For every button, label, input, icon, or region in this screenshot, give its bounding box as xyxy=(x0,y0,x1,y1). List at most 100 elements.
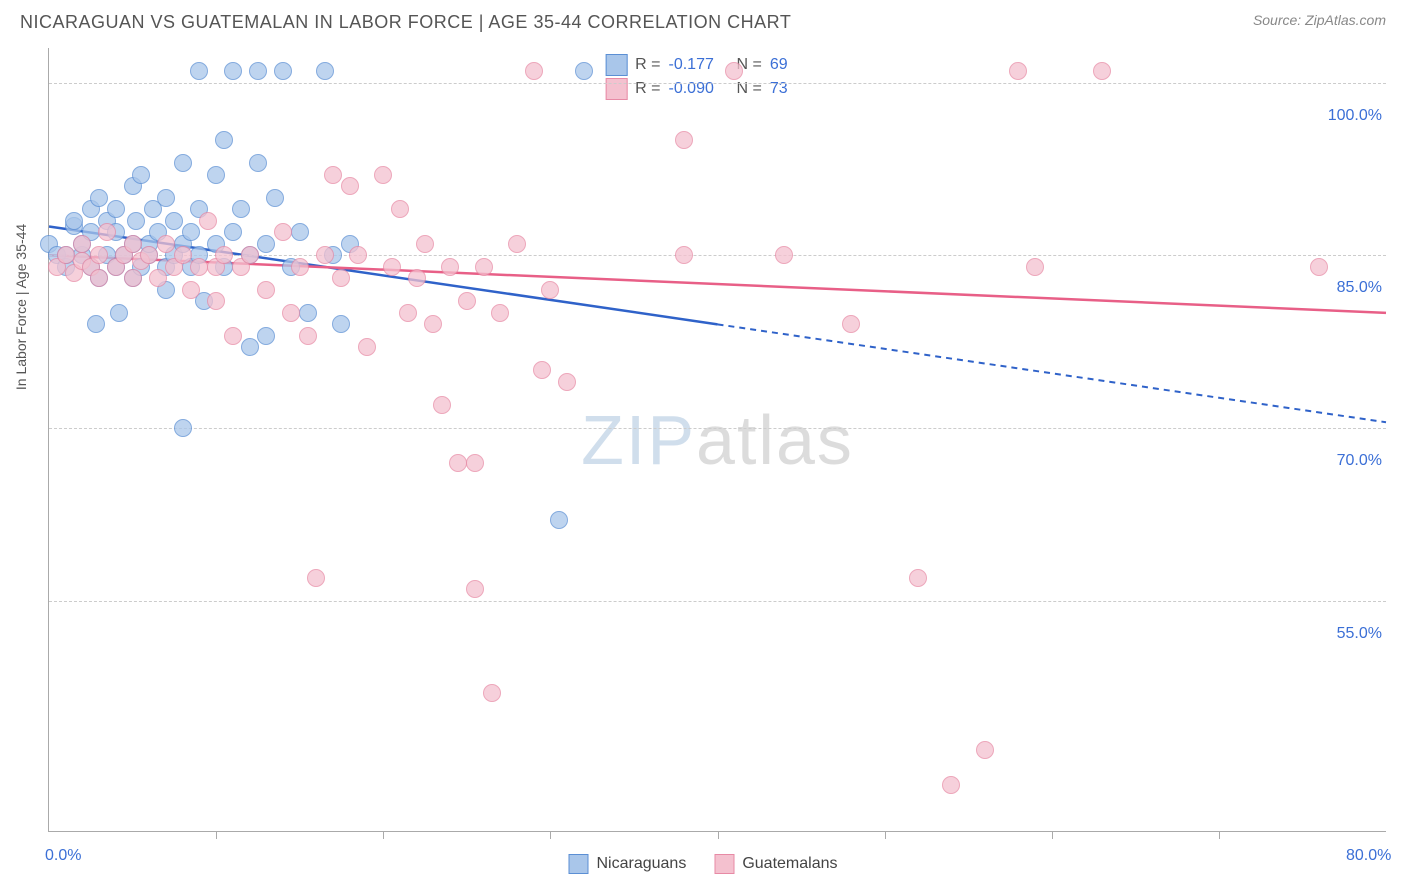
data-point xyxy=(257,281,275,299)
x-tick xyxy=(383,831,384,839)
data-point xyxy=(775,246,793,264)
data-point xyxy=(475,258,493,276)
data-point xyxy=(466,580,484,598)
data-point xyxy=(1026,258,1044,276)
data-point xyxy=(558,373,576,391)
data-point xyxy=(241,338,259,356)
data-point xyxy=(207,166,225,184)
data-point xyxy=(291,223,309,241)
series-legend: Nicaraguans Guatemalans xyxy=(569,854,838,874)
data-point xyxy=(232,200,250,218)
data-point xyxy=(257,327,275,345)
data-point xyxy=(90,189,108,207)
trend-line-extrapolated xyxy=(718,324,1387,422)
data-point xyxy=(332,315,350,333)
data-point xyxy=(491,304,509,322)
legend-swatch xyxy=(605,54,627,76)
data-point xyxy=(441,258,459,276)
data-point xyxy=(307,569,325,587)
x-tick-label: 80.0% xyxy=(1346,847,1391,865)
data-point xyxy=(416,235,434,253)
series-name: Guatemalans xyxy=(742,855,837,873)
data-point xyxy=(274,223,292,241)
data-point xyxy=(909,569,927,587)
data-point xyxy=(266,189,284,207)
legend-n-value: 69 xyxy=(770,56,830,74)
data-point xyxy=(174,246,192,264)
data-point xyxy=(249,62,267,80)
y-axis-title: In Labor Force | Age 35-44 xyxy=(13,223,29,389)
x-tick-label: 0.0% xyxy=(45,847,81,865)
data-point xyxy=(190,258,208,276)
data-point xyxy=(215,246,233,264)
series-legend-item: Nicaraguans xyxy=(569,854,687,874)
data-point xyxy=(458,292,476,310)
data-point xyxy=(358,338,376,356)
legend-row: R =-0.090N =73 xyxy=(605,78,830,100)
data-point xyxy=(942,776,960,794)
x-tick xyxy=(1219,831,1220,839)
data-point xyxy=(449,454,467,472)
data-point xyxy=(199,212,217,230)
data-point xyxy=(399,304,417,322)
data-point xyxy=(291,258,309,276)
data-point xyxy=(241,246,259,264)
data-point xyxy=(508,235,526,253)
data-point xyxy=(224,327,242,345)
data-point xyxy=(466,454,484,472)
data-point xyxy=(182,223,200,241)
data-point xyxy=(157,189,175,207)
data-point xyxy=(224,62,242,80)
y-tick-label: 85.0% xyxy=(1337,279,1382,297)
data-point xyxy=(73,235,91,253)
y-tick-label: 70.0% xyxy=(1337,452,1382,470)
scatter-chart: In Labor Force | Age 35-44 ZIPatlas R =-… xyxy=(48,48,1386,832)
data-point xyxy=(98,223,116,241)
data-point xyxy=(282,304,300,322)
chart-title: NICARAGUAN VS GUATEMALAN IN LABOR FORCE … xyxy=(20,12,791,33)
data-point xyxy=(132,166,150,184)
data-point xyxy=(140,246,158,264)
correlation-legend: R =-0.177N =69R =-0.090N =73 xyxy=(595,48,840,106)
data-point xyxy=(207,292,225,310)
data-point xyxy=(182,281,200,299)
data-point xyxy=(424,315,442,333)
legend-r-value: -0.177 xyxy=(669,56,729,74)
data-point xyxy=(541,281,559,299)
y-tick-label: 55.0% xyxy=(1337,625,1382,643)
legend-swatch xyxy=(714,854,734,874)
data-point xyxy=(124,235,142,253)
data-point xyxy=(90,269,108,287)
data-point xyxy=(1310,258,1328,276)
data-point xyxy=(57,246,75,264)
gridline xyxy=(49,601,1386,602)
data-point xyxy=(174,154,192,172)
series-legend-item: Guatemalans xyxy=(714,854,837,874)
data-point xyxy=(65,212,83,230)
data-point xyxy=(107,200,125,218)
data-point xyxy=(675,131,693,149)
gridline xyxy=(49,428,1386,429)
legend-swatch xyxy=(605,78,627,100)
data-point xyxy=(391,200,409,218)
data-point xyxy=(110,304,128,322)
data-point xyxy=(224,223,242,241)
data-point xyxy=(324,166,342,184)
data-point xyxy=(165,212,183,230)
data-point xyxy=(174,419,192,437)
data-point xyxy=(332,269,350,287)
data-point xyxy=(316,246,334,264)
data-point xyxy=(383,258,401,276)
x-tick xyxy=(550,831,551,839)
data-point xyxy=(550,511,568,529)
data-point xyxy=(87,315,105,333)
data-point xyxy=(374,166,392,184)
gridline xyxy=(49,83,1386,84)
legend-swatch xyxy=(569,854,589,874)
data-point xyxy=(725,62,743,80)
data-point xyxy=(483,684,501,702)
data-point xyxy=(215,131,233,149)
data-point xyxy=(341,177,359,195)
data-point xyxy=(90,246,108,264)
data-point xyxy=(1093,62,1111,80)
